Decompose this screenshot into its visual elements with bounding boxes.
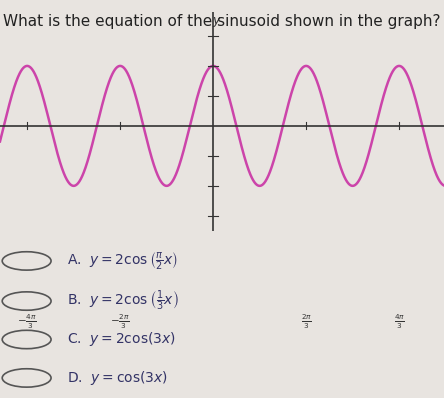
Text: C.  $y = 2\cos(3x)$: C. $y = 2\cos(3x)$ bbox=[67, 330, 175, 349]
Text: What is the equation of the sinusoid shown in the graph?: What is the equation of the sinusoid sho… bbox=[3, 14, 441, 29]
Text: $y$: $y$ bbox=[212, 15, 222, 29]
Text: D.  $y = \cos(3x)$: D. $y = \cos(3x)$ bbox=[67, 369, 168, 387]
Text: B.  $y = 2\cos\left(\frac{1}{3}x\right)$: B. $y = 2\cos\left(\frac{1}{3}x\right)$ bbox=[67, 289, 178, 313]
Text: A.  $y = 2\cos\left(\frac{\pi}{2}x\right)$: A. $y = 2\cos\left(\frac{\pi}{2}x\right)… bbox=[67, 250, 178, 272]
